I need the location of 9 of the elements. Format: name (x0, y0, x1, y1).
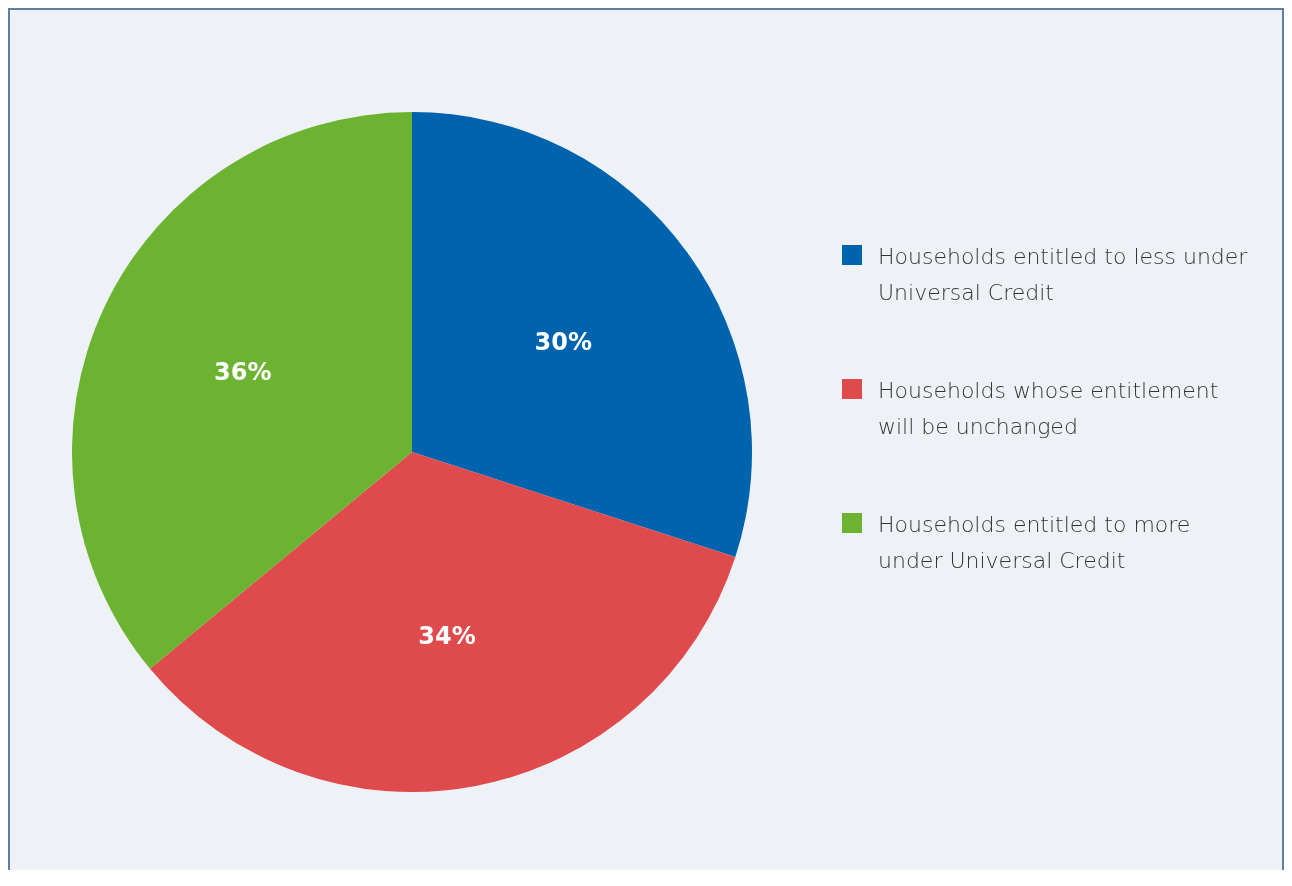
data-label: 30% (534, 328, 593, 357)
legend-label: Households entitled to less under Universal Credit (878, 243, 1248, 307)
legend-label: Households whose entitlement will be unchanged (878, 377, 1220, 441)
data-label: 36% (214, 358, 272, 387)
pie-slice (72, 112, 412, 669)
pie-slice (412, 112, 752, 558)
legend-label: Households entitled to more under Universal Credit (878, 511, 1192, 575)
data-label: 34% (418, 621, 476, 650)
pie-slice (150, 452, 736, 792)
